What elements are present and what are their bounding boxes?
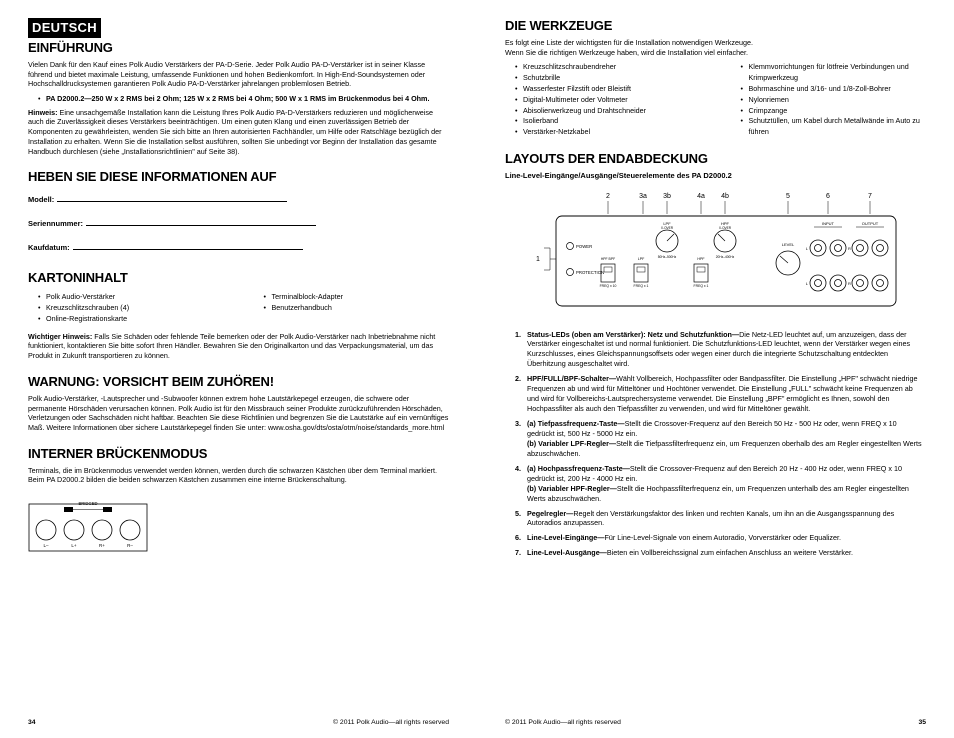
- list-item: Digital-Multimeter oder Voltmeter: [515, 95, 701, 106]
- svg-text:7: 7: [868, 193, 872, 200]
- svg-text:4b: 4b: [721, 193, 729, 200]
- heading-warnung: WARNUNG: VORSICHT BEIM ZUHÖREN!: [28, 374, 449, 391]
- svg-text:L–: L–: [43, 543, 49, 548]
- svg-text:3b: 3b: [663, 193, 671, 200]
- svg-text:4a: 4a: [697, 193, 705, 200]
- bridged-diagram: BRIDGED L– L+ R+ R–: [28, 490, 449, 552]
- svg-text:R: R: [848, 281, 851, 286]
- form-kauf: Kaufdatum:: [28, 243, 449, 253]
- svg-text:L: L: [805, 281, 808, 286]
- list-item: Kreuzschlitzschraubendreher: [515, 62, 701, 73]
- numbered-item: 1.Status-LEDs (oben am Verstärker): Netz…: [515, 330, 926, 370]
- list-item: Isolierband: [515, 116, 701, 127]
- svg-text:LPF: LPF: [637, 257, 644, 261]
- warnung-text: Polk Audio-Verstärker, -Lautsprecher und…: [28, 394, 449, 433]
- svg-text:PROTECTION: PROTECTION: [576, 270, 604, 275]
- panel-diagram: 2 3a 3b 4a 4b 5 6 7 1: [505, 188, 926, 318]
- page-number: 34: [28, 719, 36, 728]
- list-item: Benutzerhandbuch: [264, 303, 450, 314]
- numbered-item: 2.HPF/FULL/BPF-Schalter—Wählt Vollbereic…: [515, 374, 926, 414]
- svg-text:INPUT: INPUT: [822, 221, 835, 226]
- svg-text:3a: 3a: [639, 193, 647, 200]
- footer-left: 34 © 2011 Polk Audio—all rights reserved: [28, 713, 449, 728]
- list-item: Online-Registrationskarte: [38, 314, 224, 325]
- svg-text:X-OVER: X-OVER: [718, 226, 731, 230]
- werk-col1: KreuzschlitzschraubendreherSchutzbrilleW…: [515, 62, 701, 138]
- heading-einfuhrung: EINFÜHRUNG: [28, 40, 449, 57]
- svg-text:20Hz–400Hz: 20Hz–400Hz: [715, 255, 734, 259]
- einfuhrung-text: Vielen Dank für den Kauf eines Polk Audi…: [28, 60, 449, 89]
- svg-text:5: 5: [786, 193, 790, 200]
- svg-text:6: 6: [826, 193, 830, 200]
- werkzeuge-intro1: Es folgt eine Liste der wichtigsten für …: [505, 38, 926, 48]
- numbered-item: 5.Pegelregler—Regelt den Verstärkungsfak…: [515, 509, 926, 529]
- page-right: DIE WERKZEUGE Es folgt eine Liste der wi…: [477, 0, 954, 738]
- svg-text:R: R: [848, 246, 851, 251]
- einfuhrung-bullets: PA D2000.2—250 W x 2 RMS bei 2 Ohm; 125 …: [38, 94, 449, 105]
- form-serien: Seriennummer:: [28, 219, 449, 229]
- page-number: 35: [918, 719, 926, 728]
- svg-text:LEVEL: LEVEL: [781, 242, 794, 247]
- svg-text:HPF: HPF: [697, 257, 705, 261]
- list-item: Klemmvorrichtungen für lötfreie Verbindu…: [741, 62, 927, 84]
- svg-text:X-OVER: X-OVER: [660, 226, 673, 230]
- werkzeuge-intro2: Wenn Sie die richtigen Werkzeuge haben, …: [505, 48, 926, 58]
- numbered-item: 6.Line-Level-Eingänge—Für Line-Level-Sig…: [515, 533, 926, 543]
- footer-right: © 2011 Polk Audio—all rights reserved 35: [505, 713, 926, 728]
- svg-text:L+: L+: [71, 543, 77, 548]
- heading-interner: INTERNER BRÜCKENMODUS: [28, 446, 449, 463]
- werkzeuge-columns: KreuzschlitzschraubendreherSchutzbrilleW…: [505, 60, 926, 141]
- copyright: © 2011 Polk Audio—all rights reserved: [505, 719, 621, 728]
- karton-col2: Terminalblock-AdapterBenutzerhandbuch: [264, 292, 450, 314]
- list-item: Schutzbrille: [515, 73, 701, 84]
- list-item: Bohrmaschine und 3/16- und 1/8-Zoll-Bohr…: [741, 84, 927, 95]
- layouts-sub: Line-Level-Eingänge/Ausgänge/Steuereleme…: [505, 171, 926, 181]
- karton-columns: Polk Audio-VerstärkerKreuzschlitzschraub…: [28, 290, 449, 327]
- werk-col2: Klemmvorrichtungen für lötfreie Verbindu…: [741, 62, 927, 138]
- svg-text:FREQ x 10: FREQ x 10: [599, 284, 616, 288]
- svg-text:50Hz–500Hz: 50Hz–500Hz: [657, 255, 676, 259]
- svg-text:FREQ x 1: FREQ x 1: [693, 284, 708, 288]
- list-item: Schutztüllen, um Kabel durch Metallwände…: [741, 116, 927, 138]
- karton-col1: Polk Audio-VerstärkerKreuzschlitzschraub…: [38, 292, 224, 324]
- svg-text:POWER: POWER: [576, 244, 592, 249]
- svg-text:R–: R–: [127, 543, 133, 548]
- svg-text:FREQ x 1: FREQ x 1: [633, 284, 648, 288]
- copyright: © 2011 Polk Audio—all rights reserved: [333, 719, 449, 728]
- svg-text:OUTPUT: OUTPUT: [861, 221, 878, 226]
- list-item: Verstärker-Netzkabel: [515, 127, 701, 138]
- svg-text:L: L: [805, 246, 808, 251]
- list-item: Nylonriemen: [741, 95, 927, 106]
- heading-karton: KARTONINHALT: [28, 270, 449, 287]
- page-left: DEUTSCH EINFÜHRUNG Vielen Dank für den K…: [0, 0, 477, 738]
- numbered-item: 4.(a) Hochpassfrequenz-Taste—Stellt die …: [515, 464, 926, 504]
- form-modell: Modell:: [28, 195, 449, 205]
- language-header: DEUTSCH: [28, 18, 101, 38]
- svg-text:R+: R+: [99, 543, 105, 548]
- heading-werkzeuge: DIE WERKZEUGE: [505, 18, 926, 35]
- list-item: Polk Audio-Verstärker: [38, 292, 224, 303]
- list-item: Terminalblock-Adapter: [264, 292, 450, 303]
- wichtiger-hinweis: Wichtiger Hinweis: Falls Sie Schäden ode…: [28, 332, 449, 361]
- numbered-item: 7.Line-Level-Ausgänge—Bieten ein Vollber…: [515, 548, 926, 558]
- list-item: Wasserfester Filzstift oder Bleistift: [515, 84, 701, 95]
- list-item: Kreuzschlitzschrauben (4): [38, 303, 224, 314]
- heading-layouts: LAYOUTS DER ENDABDECKUNG: [505, 151, 926, 168]
- list-item: Abisolierwerkzeug und Drahtschneider: [515, 106, 701, 117]
- svg-text:HPF BPF: HPF BPF: [600, 257, 614, 261]
- bullet-pa-d2000: PA D2000.2—250 W x 2 RMS bei 2 Ohm; 125 …: [38, 94, 449, 105]
- hinweis-text: Hinweis: Eine unsachgemäße Installation …: [28, 108, 449, 157]
- svg-text:2: 2: [606, 193, 610, 200]
- list-item: Crimpzange: [741, 106, 927, 117]
- heading-heben: HEBEN SIE DIESE INFORMATIONEN AUF: [28, 169, 449, 186]
- numbered-item: 3.(a) Tiefpassfrequenz-Taste—Stellt die …: [515, 419, 926, 459]
- svg-text:1: 1: [536, 256, 540, 263]
- svg-text:BRIDGED: BRIDGED: [78, 501, 97, 506]
- numbered-list: 1.Status-LEDs (oben am Verstärker): Netz…: [515, 330, 926, 564]
- interner-text: Terminals, die im Brückenmodus verwendet…: [28, 466, 449, 485]
